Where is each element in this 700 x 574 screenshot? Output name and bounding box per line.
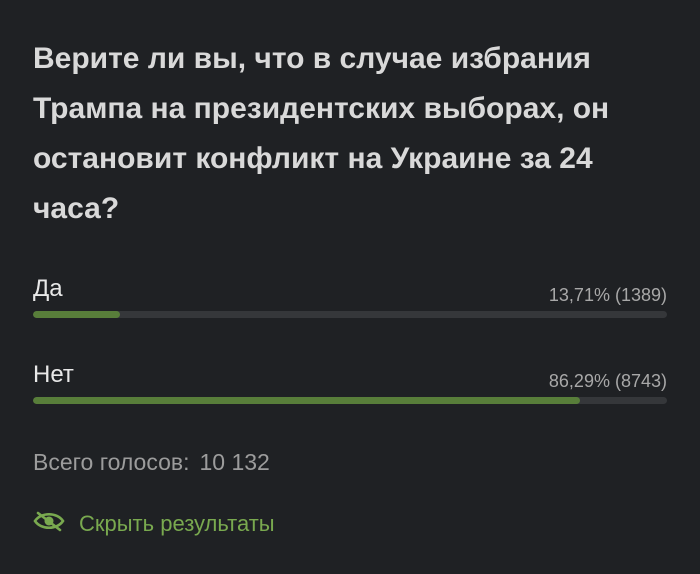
eye-slash-icon xyxy=(33,509,79,539)
poll-option-yes: Да 13,71% (1389) xyxy=(33,275,667,325)
total-votes-value: 10 132 xyxy=(199,449,270,475)
option-bar-fill xyxy=(33,397,581,404)
option-bar-track xyxy=(33,311,667,318)
hide-results-label: Скрыть результаты xyxy=(79,511,275,536)
option-label: Да xyxy=(33,275,63,302)
option-stat: 13,71% (1389) xyxy=(548,285,667,305)
hide-results-button[interactable]: Скрыть результаты xyxy=(33,509,275,539)
option-bar-fill xyxy=(33,311,120,318)
poll-option-no: Нет 86,29% (8743) xyxy=(33,361,667,411)
total-votes-label: Всего голосов: xyxy=(33,449,190,475)
poll-question: Верите ли вы, что в случае избрания Трам… xyxy=(33,42,610,225)
total-votes: Всего голосов: 10 132 xyxy=(33,449,270,476)
option-bar-track xyxy=(33,397,667,404)
option-label: Нет xyxy=(33,361,74,388)
option-stat: 86,29% (8743) xyxy=(548,371,667,391)
